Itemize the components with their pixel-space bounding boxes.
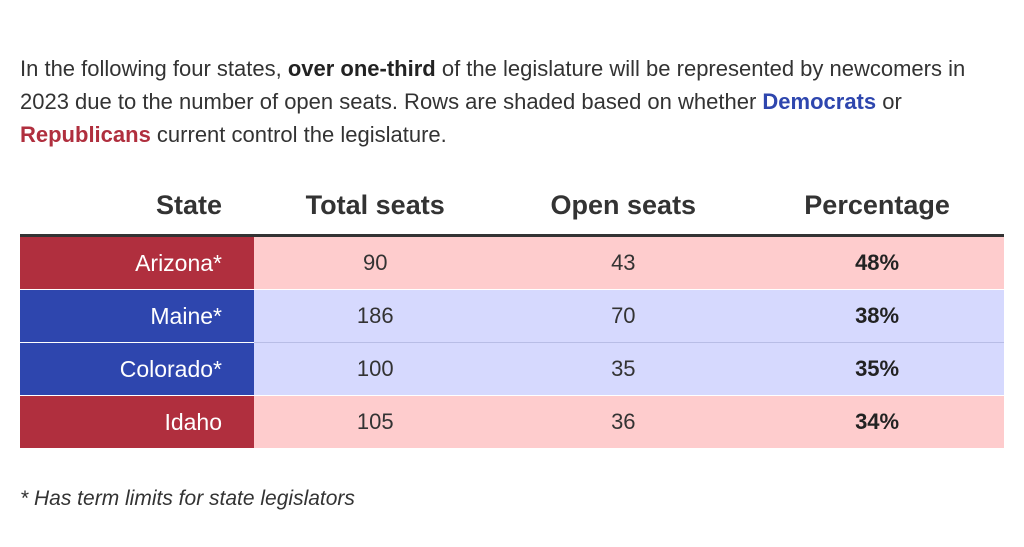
percentage-cell: 48% [750, 235, 1004, 290]
intro-text-4: current control the legislature. [150, 122, 447, 147]
open-seats-cell: 36 [496, 395, 751, 448]
open-seats-cell: 35 [496, 342, 751, 396]
header-total-seats: Total seats [254, 176, 497, 237]
percentage-cell: 38% [750, 289, 1004, 343]
table-row: Colorado* 100 35 35% [20, 342, 1004, 396]
header-percentage: Percentage [750, 176, 1004, 237]
table-header-row: State Total seats Open seats Percentage [20, 176, 1004, 237]
open-seats-table: State Total seats Open seats Percentage … [20, 176, 1004, 448]
democrats-label: Democrats [762, 89, 877, 114]
open-seats-cell: 43 [496, 235, 751, 290]
table-row: Maine* 186 70 38% [20, 289, 1004, 343]
percentage-cell: 35% [750, 342, 1004, 396]
header-state: State [20, 176, 254, 237]
table-row: Arizona* 90 43 48% [20, 235, 1004, 290]
intro-text-3: or [876, 89, 902, 114]
header-open-seats: Open seats [496, 176, 751, 237]
state-cell: Idaho [20, 395, 254, 448]
table-row: Idaho 105 36 34% [20, 395, 1004, 448]
total-seats-cell: 186 [254, 289, 497, 343]
intro-text-2: of the legislature will be represented b… [20, 56, 966, 114]
total-seats-cell: 100 [254, 342, 497, 396]
total-seats-cell: 90 [254, 235, 497, 290]
intro-paragraph: In the following four states, over one-t… [20, 52, 1010, 151]
intro-text-1: In the following four states, [20, 56, 288, 81]
republicans-label: Republicans [20, 122, 151, 147]
percentage-cell: 34% [750, 395, 1004, 448]
footnote: * Has term limits for state legislators [20, 487, 355, 510]
state-cell: Arizona* [20, 235, 254, 290]
intro-emphasis: over one-third [287, 56, 436, 81]
state-cell: Maine* [20, 289, 254, 343]
total-seats-cell: 105 [254, 395, 497, 448]
open-seats-cell: 70 [496, 289, 751, 343]
state-cell: Colorado* [20, 342, 254, 396]
